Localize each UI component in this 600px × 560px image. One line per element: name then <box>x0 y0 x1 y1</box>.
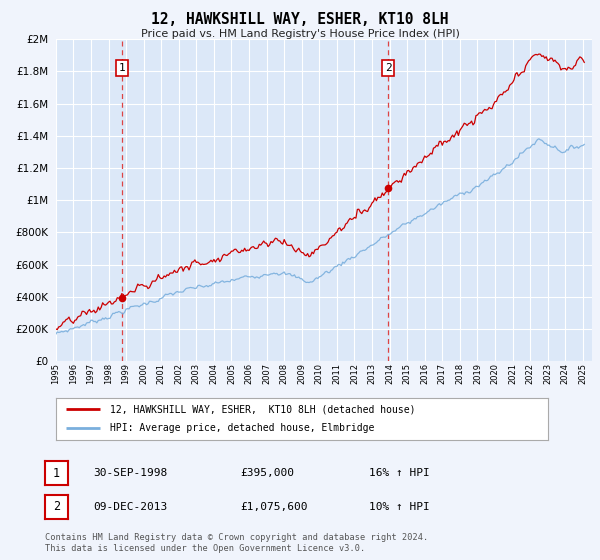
Text: Price paid vs. HM Land Registry's House Price Index (HPI): Price paid vs. HM Land Registry's House … <box>140 29 460 39</box>
Text: 12, HAWKSHILL WAY, ESHER,  KT10 8LH (detached house): 12, HAWKSHILL WAY, ESHER, KT10 8LH (deta… <box>110 404 415 414</box>
Text: 30-SEP-1998: 30-SEP-1998 <box>93 468 167 478</box>
Text: 10% ↑ HPI: 10% ↑ HPI <box>369 502 430 512</box>
Text: £395,000: £395,000 <box>240 468 294 478</box>
Text: 2: 2 <box>385 63 391 73</box>
Text: £1,075,600: £1,075,600 <box>240 502 308 512</box>
Text: 1: 1 <box>53 466 60 480</box>
Text: Contains HM Land Registry data © Crown copyright and database right 2024.
This d: Contains HM Land Registry data © Crown c… <box>45 533 428 553</box>
Text: HPI: Average price, detached house, Elmbridge: HPI: Average price, detached house, Elmb… <box>110 423 374 433</box>
Text: 2: 2 <box>53 500 60 514</box>
Text: 1: 1 <box>118 63 125 73</box>
Text: 16% ↑ HPI: 16% ↑ HPI <box>369 468 430 478</box>
Text: 12, HAWKSHILL WAY, ESHER, KT10 8LH: 12, HAWKSHILL WAY, ESHER, KT10 8LH <box>151 12 449 27</box>
Text: 09-DEC-2013: 09-DEC-2013 <box>93 502 167 512</box>
